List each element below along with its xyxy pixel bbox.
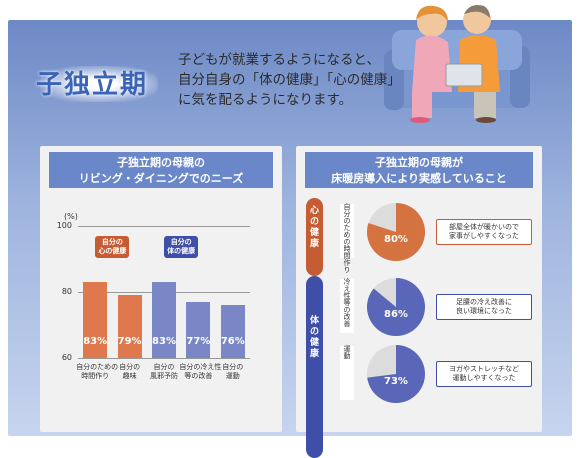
group-label-mind: 心 の 健 康 — [306, 198, 323, 276]
bar — [117, 295, 142, 358]
pie-value-label: 80% — [384, 234, 408, 245]
x-tick-label: 自分の 趣味 — [119, 363, 141, 380]
intro-line: に気を配るようになります。 — [178, 92, 353, 108]
x-tick-label: 自分のための 時間作り — [76, 363, 119, 380]
y-tick-label: 80 — [61, 287, 72, 296]
needs-panel-header: 子独立期の母親の リビング・ダイニングでのニーズ — [49, 152, 273, 188]
x-tick-label: 自分の 運動 — [222, 363, 244, 380]
effects-panel-header: 子独立期の母親が 床暖房導入により実感していること — [305, 152, 533, 188]
pie-chart — [367, 203, 425, 261]
bar-value-label: 76% — [220, 336, 245, 347]
bar — [83, 282, 108, 358]
pie-chart — [367, 278, 425, 336]
pie-value-label: 73% — [384, 376, 408, 387]
effect-note: 足腰の冷え改善に 良い環境になった — [436, 294, 532, 320]
row-label: 自 分 の た め の 時 間 作 り — [340, 204, 354, 274]
effects-header-line: 子独立期の母親が — [375, 156, 463, 169]
x-tick-label: 自分の冷え性 等の改善 — [179, 363, 222, 380]
y-axis-unit: (%) — [64, 212, 78, 221]
gridline — [78, 358, 250, 359]
pie-slice — [367, 345, 425, 403]
y-tick-label: 100 — [56, 221, 72, 230]
bar-value-label: 83% — [152, 336, 176, 347]
gridline — [78, 226, 250, 227]
couple-illustration — [384, 5, 530, 123]
group-label-body: 体 の 健 康 — [306, 276, 323, 458]
pie-slice — [367, 203, 425, 261]
callout-body-health: 自分の 体の健康 — [164, 236, 199, 258]
bar — [186, 301, 211, 358]
intro-line: 自分自身の「体の健康」「心の健康」 — [178, 72, 401, 88]
title-glow — [40, 66, 158, 102]
intro-text: 子どもが就業するようになると、 自分自身の「体の健康」「心の健康」 に気を配るよ… — [178, 50, 401, 110]
needs-header-line: 子独立期の母親の — [117, 156, 205, 169]
bar-value-label: 77% — [186, 336, 211, 347]
intro-line: 子どもが就業するようになると、 — [178, 52, 380, 68]
pie-slice — [367, 278, 425, 336]
bar — [152, 282, 176, 358]
effects-header-line: 床暖房導入により実感していること — [331, 172, 507, 185]
row-label: 運 動 — [340, 346, 354, 400]
bar-value-label: 83% — [83, 336, 108, 347]
needs-header-line: リビング・ダイニングでのニーズ — [78, 172, 244, 185]
x-tick-label: 自分の 風邪予防 — [150, 363, 178, 380]
bar — [220, 305, 245, 358]
pie-value-label: 86% — [384, 309, 408, 320]
page-title: 子独立期 — [36, 70, 149, 100]
y-tick-label: 60 — [61, 353, 72, 362]
row-label: 冷 え 性 等 の 改 善 — [340, 279, 354, 333]
effect-note: 部屋全体が暖かいので 家事がしやすくなった — [436, 219, 532, 245]
effect-note: ヨガやストレッチなど 運動しやすくなった — [436, 361, 532, 387]
bar-value-label: 79% — [117, 336, 142, 347]
callout-mind-health: 自分の 心の健康 — [95, 236, 130, 258]
page: 子独立期 子どもが就業するようになると、 自分自身の「体の健康」「心の健康」 に… — [8, 5, 572, 458]
pie-chart — [367, 345, 425, 403]
